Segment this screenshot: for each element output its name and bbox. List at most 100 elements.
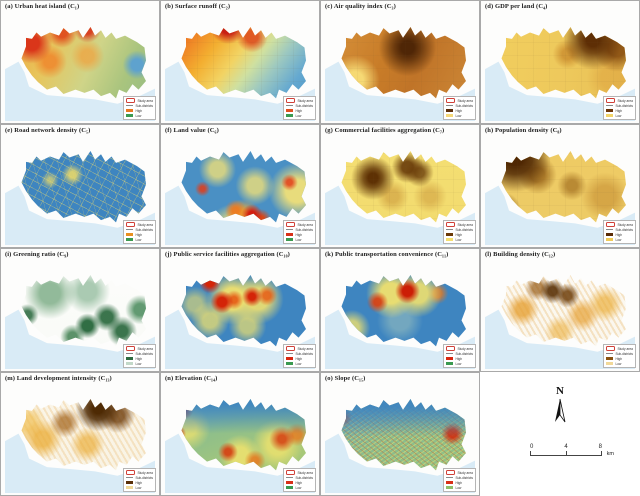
- study-area-swatch: [126, 222, 136, 227]
- map-legend: Study area Sub-districts High Low: [123, 96, 156, 120]
- panel-title: (a) Urban heat island (C₁): [5, 3, 80, 10]
- high-value-swatch: [286, 233, 294, 236]
- map-legend: Study area Sub-districts High Low: [123, 220, 156, 244]
- study-area-swatch: [286, 346, 296, 351]
- panel-title: (m) Land development intensity (C₁₃): [5, 375, 112, 382]
- low-value-swatch: [126, 114, 134, 117]
- panel-title: (e) Road network density (C₅): [5, 127, 91, 134]
- high-value-swatch: [606, 233, 614, 236]
- sub-districts-swatch: [606, 104, 614, 107]
- low-value-swatch: [606, 362, 614, 365]
- panel-title: (n) Elevation (C₁₄): [165, 375, 218, 382]
- study-area-swatch: [126, 346, 136, 351]
- north-arrow: N: [480, 386, 640, 424]
- panel-title: (d) GDP per land (C₄): [485, 3, 548, 10]
- map-legend: Study area Sub-districts High Low: [283, 220, 316, 244]
- panel-title: (o) Slope (C₁₅): [325, 375, 366, 382]
- sub-districts-swatch: [446, 476, 454, 479]
- panel-title: (c) Air quality index (C₃): [325, 3, 396, 10]
- map-legend: Study area Sub-districts High Low: [283, 344, 316, 368]
- panel-population-density: (h) Population density (C₈) Study area S…: [480, 124, 640, 248]
- map-region: [501, 27, 626, 99]
- panel-public-transportation-convenience: (k) Public transportation convenience (C…: [320, 248, 480, 372]
- sub-districts-swatch: [446, 228, 454, 231]
- sub-districts-swatch: [126, 104, 134, 107]
- high-value-swatch: [446, 109, 454, 112]
- high-value-swatch: [126, 109, 134, 112]
- scale-tick-4: 4: [564, 444, 568, 450]
- study-area-swatch: [606, 98, 616, 103]
- high-value-swatch: [126, 357, 134, 360]
- sub-districts-swatch: [606, 352, 614, 355]
- low-value-swatch: [126, 362, 134, 365]
- low-value-swatch: [286, 486, 294, 489]
- map-legend: Study area Sub-districts High Low: [603, 344, 636, 368]
- study-area-swatch: [606, 222, 616, 227]
- panel-gdp-per-land: (d) GDP per land (C₄) Study area Sub-dis…: [480, 0, 640, 124]
- map-legend: Study area Sub-districts High Low: [123, 468, 156, 492]
- study-area-swatch: [286, 98, 296, 103]
- sub-districts-swatch: [446, 104, 454, 107]
- sub-districts-swatch: [286, 104, 294, 107]
- study-area-swatch: [286, 470, 296, 475]
- sub-districts-swatch: [126, 228, 134, 231]
- low-value-swatch: [286, 114, 294, 117]
- panel-commercial-facilities-aggregation: (g) Commercial facilities aggregation (C…: [320, 124, 480, 248]
- panel-road-network-density: (e) Road network density (C₅) Study area…: [0, 124, 160, 248]
- panel-land-development-intensity: (m) Land development intensity (C₁₃) Stu…: [0, 372, 160, 496]
- high-value-swatch: [286, 481, 294, 484]
- scale-bar-line: km: [530, 451, 614, 457]
- map-legend: Study area Sub-districts High Low: [443, 468, 476, 492]
- panel-public-service-facilities-aggregation: (j) Public service facilities aggregatio…: [160, 248, 320, 372]
- map-region: [21, 151, 146, 223]
- panel-title: (i) Greening ratio (C₉): [5, 251, 69, 258]
- sub-districts-swatch: [446, 352, 454, 355]
- high-value-swatch: [446, 481, 454, 484]
- map-legend: Study area Sub-districts High Low: [283, 468, 316, 492]
- panel-title: (l) Building density (C₁₂): [485, 251, 556, 258]
- north-label: N: [556, 385, 564, 397]
- study-area-swatch: [446, 222, 456, 227]
- low-value-swatch: [446, 362, 454, 365]
- high-value-swatch: [286, 109, 294, 112]
- study-area-swatch: [126, 98, 136, 103]
- map-legend: Study area Sub-districts High Low: [443, 344, 476, 368]
- study-area-swatch: [446, 346, 456, 351]
- map-region: [341, 151, 466, 223]
- panel-land-value: (f) Land value (C₆) Study area Sub-distr…: [160, 124, 320, 248]
- high-value-swatch: [446, 233, 454, 236]
- high-value-swatch: [126, 481, 134, 484]
- map-legend: Study area Sub-districts High Low: [443, 96, 476, 120]
- high-value-swatch: [606, 357, 614, 360]
- high-value-swatch: [126, 233, 134, 236]
- map-legend: Study area Sub-districts High Low: [603, 220, 636, 244]
- north-arrow-icon: [555, 398, 566, 423]
- low-value-swatch: [446, 238, 454, 241]
- high-value-swatch: [606, 109, 614, 112]
- scale-tick-8: 8: [598, 444, 602, 450]
- sub-districts-swatch: [126, 476, 134, 479]
- high-value-swatch: [446, 357, 454, 360]
- map-legend: Study area Sub-districts High Low: [123, 344, 156, 368]
- high-value-swatch: [286, 357, 294, 360]
- panel-urban-heat-island: (a) Urban heat island (C₁) Study area Su…: [0, 0, 160, 124]
- panel-title: (k) Public transportation convenience (C…: [325, 251, 449, 258]
- panel-slope: (o) Slope (C₁₅) Study area Sub-districts…: [320, 372, 480, 496]
- sub-districts-swatch: [126, 352, 134, 355]
- panel-building-density: (l) Building density (C₁₂) Study area Su…: [480, 248, 640, 372]
- map-legend: Study area Sub-districts High Low: [603, 96, 636, 120]
- study-area-swatch: [446, 470, 456, 475]
- map-legend: Study area Sub-districts High Low: [443, 220, 476, 244]
- study-area-swatch: [126, 470, 136, 475]
- study-area-swatch: [606, 346, 616, 351]
- low-value-swatch: [126, 238, 134, 241]
- low-value-swatch: [446, 114, 454, 117]
- panel-title: (f) Land value (C₆): [165, 127, 219, 134]
- map-legend: Study area Sub-districts High Low: [283, 96, 316, 120]
- low-value-swatch: [606, 238, 614, 241]
- panel-air-quality-index: (c) Air quality index (C₃) Study area Su…: [320, 0, 480, 124]
- low-value-swatch: [606, 114, 614, 117]
- compass-and-scale-cell: N 0 4 8 km: [480, 372, 640, 496]
- low-value-swatch: [286, 238, 294, 241]
